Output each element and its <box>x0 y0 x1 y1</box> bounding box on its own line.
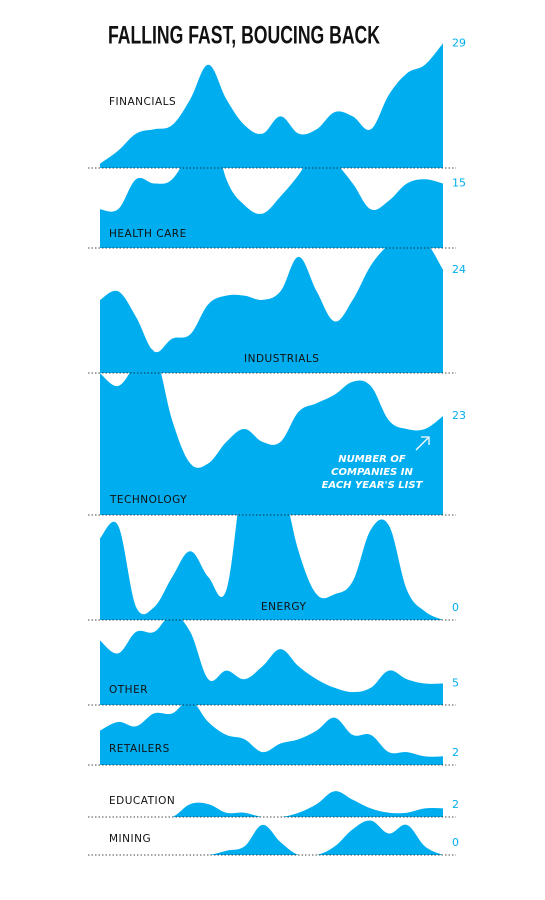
area <box>100 348 443 515</box>
area <box>100 791 443 817</box>
series-label: FINANCIALS <box>109 96 176 108</box>
labels-layer: FINANCIALS 29 HEALTH CARE 15 INDUSTRIALS 24 TE… <box>109 36 466 849</box>
value-label: 29 <box>452 36 466 49</box>
annotation: COMPANIES IN <box>331 467 413 478</box>
areas-layer <box>100 43 443 855</box>
annotation: NUMBER OF <box>338 454 406 465</box>
area <box>100 226 443 373</box>
area <box>100 43 443 168</box>
value-label: 24 <box>452 263 466 276</box>
annotation-arrow <box>415 437 429 451</box>
value-label: 0 <box>452 836 459 849</box>
series-label: RETAILERS <box>109 743 170 755</box>
series-label: OTHER <box>109 684 148 696</box>
area <box>100 453 443 620</box>
chart-title: FALLING FAST, BOUCING BACK <box>108 22 380 50</box>
series-label: INDUSTRIALS <box>244 353 319 365</box>
area <box>100 820 443 855</box>
value-label: 2 <box>452 746 459 759</box>
area <box>100 700 443 765</box>
series-label: TECHNOLOGY <box>109 494 187 506</box>
value-label: 5 <box>452 677 459 690</box>
value-label: 2 <box>452 798 459 811</box>
series-label: HEALTH CARE <box>109 228 187 240</box>
series-label: MINING <box>109 833 151 845</box>
value-label: 15 <box>452 177 466 190</box>
annotation: EACH YEAR'S LIST <box>322 480 424 491</box>
area <box>100 114 443 248</box>
annotation-arrowhead <box>421 436 430 445</box>
value-label: 0 <box>452 601 459 614</box>
series-label: ENERGY <box>261 601 307 613</box>
value-label: 23 <box>452 409 466 422</box>
series-label: EDUCATION <box>109 795 175 807</box>
area <box>100 614 443 705</box>
